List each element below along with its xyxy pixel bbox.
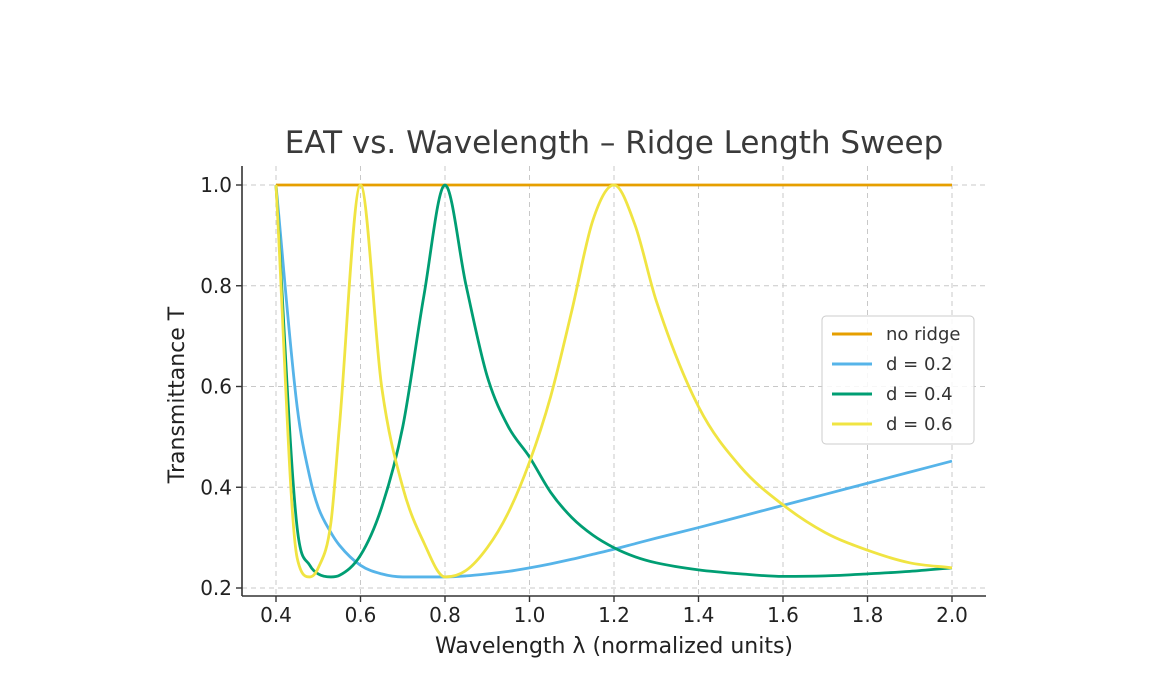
x-axis-label: Wavelength λ (normalized units) [435, 634, 793, 659]
x-tick-label: 1.0 [514, 603, 546, 627]
y-tick-label: 0.6 [200, 375, 232, 399]
series-line-d-0-4 [274, 183, 953, 579]
y-tick-label: 0.8 [200, 274, 232, 298]
axis-ticks: 0.4 0.6 0.8 1.0 1.2 1.4 1.6 1.8 2.0 0.2 0.4 0.6 0.8 1… [200, 173, 968, 627]
x-tick-label: 0.6 [345, 603, 377, 627]
legend: no ridge d = 0.2 d = 0.4 d = 0.6 [821, 315, 975, 445]
y-tick-label: 0.4 [200, 475, 232, 499]
x-tick-label: 2.0 [936, 603, 968, 627]
legend-label: d = 0.4 [886, 384, 953, 405]
x-tick-label: 0.8 [429, 603, 461, 627]
x-tick-label: 1.8 [852, 603, 884, 627]
x-tick-label: 1.2 [598, 603, 630, 627]
legend-label: d = 0.6 [886, 414, 953, 435]
y-axis-label: Transmittance T [165, 306, 190, 484]
chart-title: EAT vs. Wavelength – Ridge Length Sweep [285, 125, 944, 161]
series-lines [274, 183, 953, 579]
x-tick-label: 0.4 [260, 603, 292, 627]
y-tick-label: 1.0 [200, 173, 232, 197]
legend-label: d = 0.2 [886, 354, 953, 375]
x-tick-label: 1.4 [683, 603, 715, 627]
legend-box [821, 315, 975, 445]
legend-label: no ridge [886, 324, 960, 345]
x-tick-label: 1.6 [767, 603, 799, 627]
y-tick-label: 0.2 [200, 576, 232, 600]
series-line-d-0-6 [274, 183, 953, 579]
